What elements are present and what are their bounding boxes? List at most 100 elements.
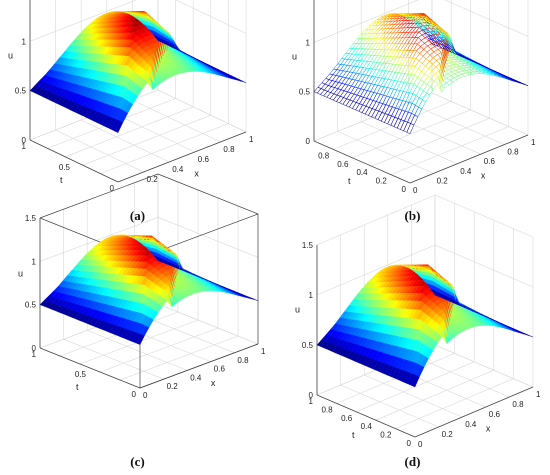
surface-patch xyxy=(365,68,374,76)
y-tick-label: 1 xyxy=(22,142,27,151)
y-tick-label: 0 xyxy=(402,185,407,194)
surface-patch xyxy=(386,88,395,98)
x-tick-label: 0.2 xyxy=(442,430,454,439)
grid-line xyxy=(434,194,534,238)
surface-patch xyxy=(394,72,402,82)
surface-patch xyxy=(349,93,358,102)
surface-patch xyxy=(345,99,354,108)
grid-line xyxy=(333,101,452,150)
surface-patch xyxy=(356,88,365,97)
axis-line xyxy=(316,394,416,438)
surface-plot-c: 0 0.5 1 1.5 0 0.2 0.4 0.6 0.8 1 0 0.5 1 u x t (c) xyxy=(0,173,275,475)
y-tick-label: 0 xyxy=(110,184,115,193)
surface-patch xyxy=(400,120,408,132)
surface-patch xyxy=(361,105,370,115)
z-tick-label: 1.5 xyxy=(302,241,314,250)
z-axis-label: u xyxy=(18,269,23,279)
z-axis-label: u xyxy=(295,305,300,315)
x-tick-label: 1 xyxy=(261,347,266,356)
z-tick-label: 0 xyxy=(22,136,27,145)
axis-line xyxy=(29,139,119,183)
x-tick-label: 0.4 xyxy=(172,165,184,174)
z-tick-label: 1 xyxy=(22,37,27,46)
surface-plot-d: 0 0.5 1 1.5 0 0.2 0.4 0.6 0.8 1 0 0.2 0.4 0.6 0.8 1 u x t … xyxy=(275,194,550,475)
surface-patch xyxy=(446,75,455,81)
z-tick-label: 0.5 xyxy=(15,87,27,96)
panel-caption-a: (a) xyxy=(129,208,146,223)
surface-patch xyxy=(399,91,407,101)
grid-line xyxy=(408,102,505,145)
surface-patch xyxy=(443,73,452,79)
surface-patch xyxy=(376,85,385,95)
surface-patch xyxy=(417,34,426,41)
panel-caption-d: (d) xyxy=(404,454,421,469)
surface-patch xyxy=(429,57,437,65)
grid-line xyxy=(81,119,170,163)
surface-patch xyxy=(344,78,353,86)
surface-patch xyxy=(316,339,326,347)
axis-line xyxy=(117,131,247,183)
surface-patch xyxy=(370,84,379,93)
surface-patch xyxy=(350,86,359,95)
x-tick-label: 0.8 xyxy=(237,356,249,365)
x-axis-label: x xyxy=(486,424,491,434)
surface-patch xyxy=(363,82,372,91)
surface-patch xyxy=(387,71,396,81)
grid-line xyxy=(444,0,529,37)
surface-patch xyxy=(348,43,358,49)
y-tick-label: 0 xyxy=(132,390,137,399)
y-tick-label: 0.2 xyxy=(376,177,388,186)
grid-line xyxy=(411,354,510,398)
grid-line xyxy=(39,217,159,262)
grid-line xyxy=(55,129,144,173)
grid-line xyxy=(316,244,436,296)
grid-line xyxy=(157,303,259,345)
grid-line xyxy=(87,330,188,371)
y-tick-label: 1 xyxy=(32,350,37,359)
x-tick-label: 1 xyxy=(249,135,254,144)
surface-patch xyxy=(389,88,398,99)
surface-patch xyxy=(379,86,388,96)
surface-patch xyxy=(380,113,389,123)
surface-patch xyxy=(403,121,412,133)
x-tick-label: 0.6 xyxy=(484,157,496,166)
surface-patch xyxy=(403,73,412,84)
surface-patch xyxy=(447,67,457,72)
grid-line xyxy=(361,121,458,165)
surface-patch xyxy=(329,68,338,75)
surface-patch xyxy=(416,40,425,47)
surface-patch xyxy=(332,94,341,102)
surface-patch xyxy=(454,71,463,76)
surface-patch xyxy=(328,74,337,81)
z-axis-label: u xyxy=(292,52,297,62)
x-tick-label: 0.2 xyxy=(167,382,179,391)
surface-patch xyxy=(353,87,362,96)
surface-patch xyxy=(337,58,346,65)
surface-patch xyxy=(385,96,394,107)
y-tick-label: 0.8 xyxy=(321,405,333,414)
surface-patch xyxy=(347,85,355,94)
surface-patch xyxy=(333,63,342,70)
grid-line xyxy=(352,109,471,159)
z-tick-label: 0 xyxy=(306,137,311,146)
surface-patch xyxy=(450,69,460,74)
y-tick-label: 0.5 xyxy=(59,163,71,172)
surface-patch xyxy=(388,97,397,108)
surface-patch xyxy=(359,97,368,106)
surface-patch xyxy=(457,73,466,78)
surface-patch xyxy=(453,75,462,80)
surface-patch xyxy=(429,51,438,59)
surface-patch xyxy=(342,98,351,107)
surface-patch xyxy=(419,49,428,57)
y-axis-label: t xyxy=(352,430,355,440)
surface-patch xyxy=(339,97,348,105)
z-tick-label: 0.5 xyxy=(302,341,314,350)
surface-patch xyxy=(375,102,384,112)
z-tick-label: 1.5 xyxy=(25,214,37,223)
surface-patch xyxy=(382,95,391,106)
